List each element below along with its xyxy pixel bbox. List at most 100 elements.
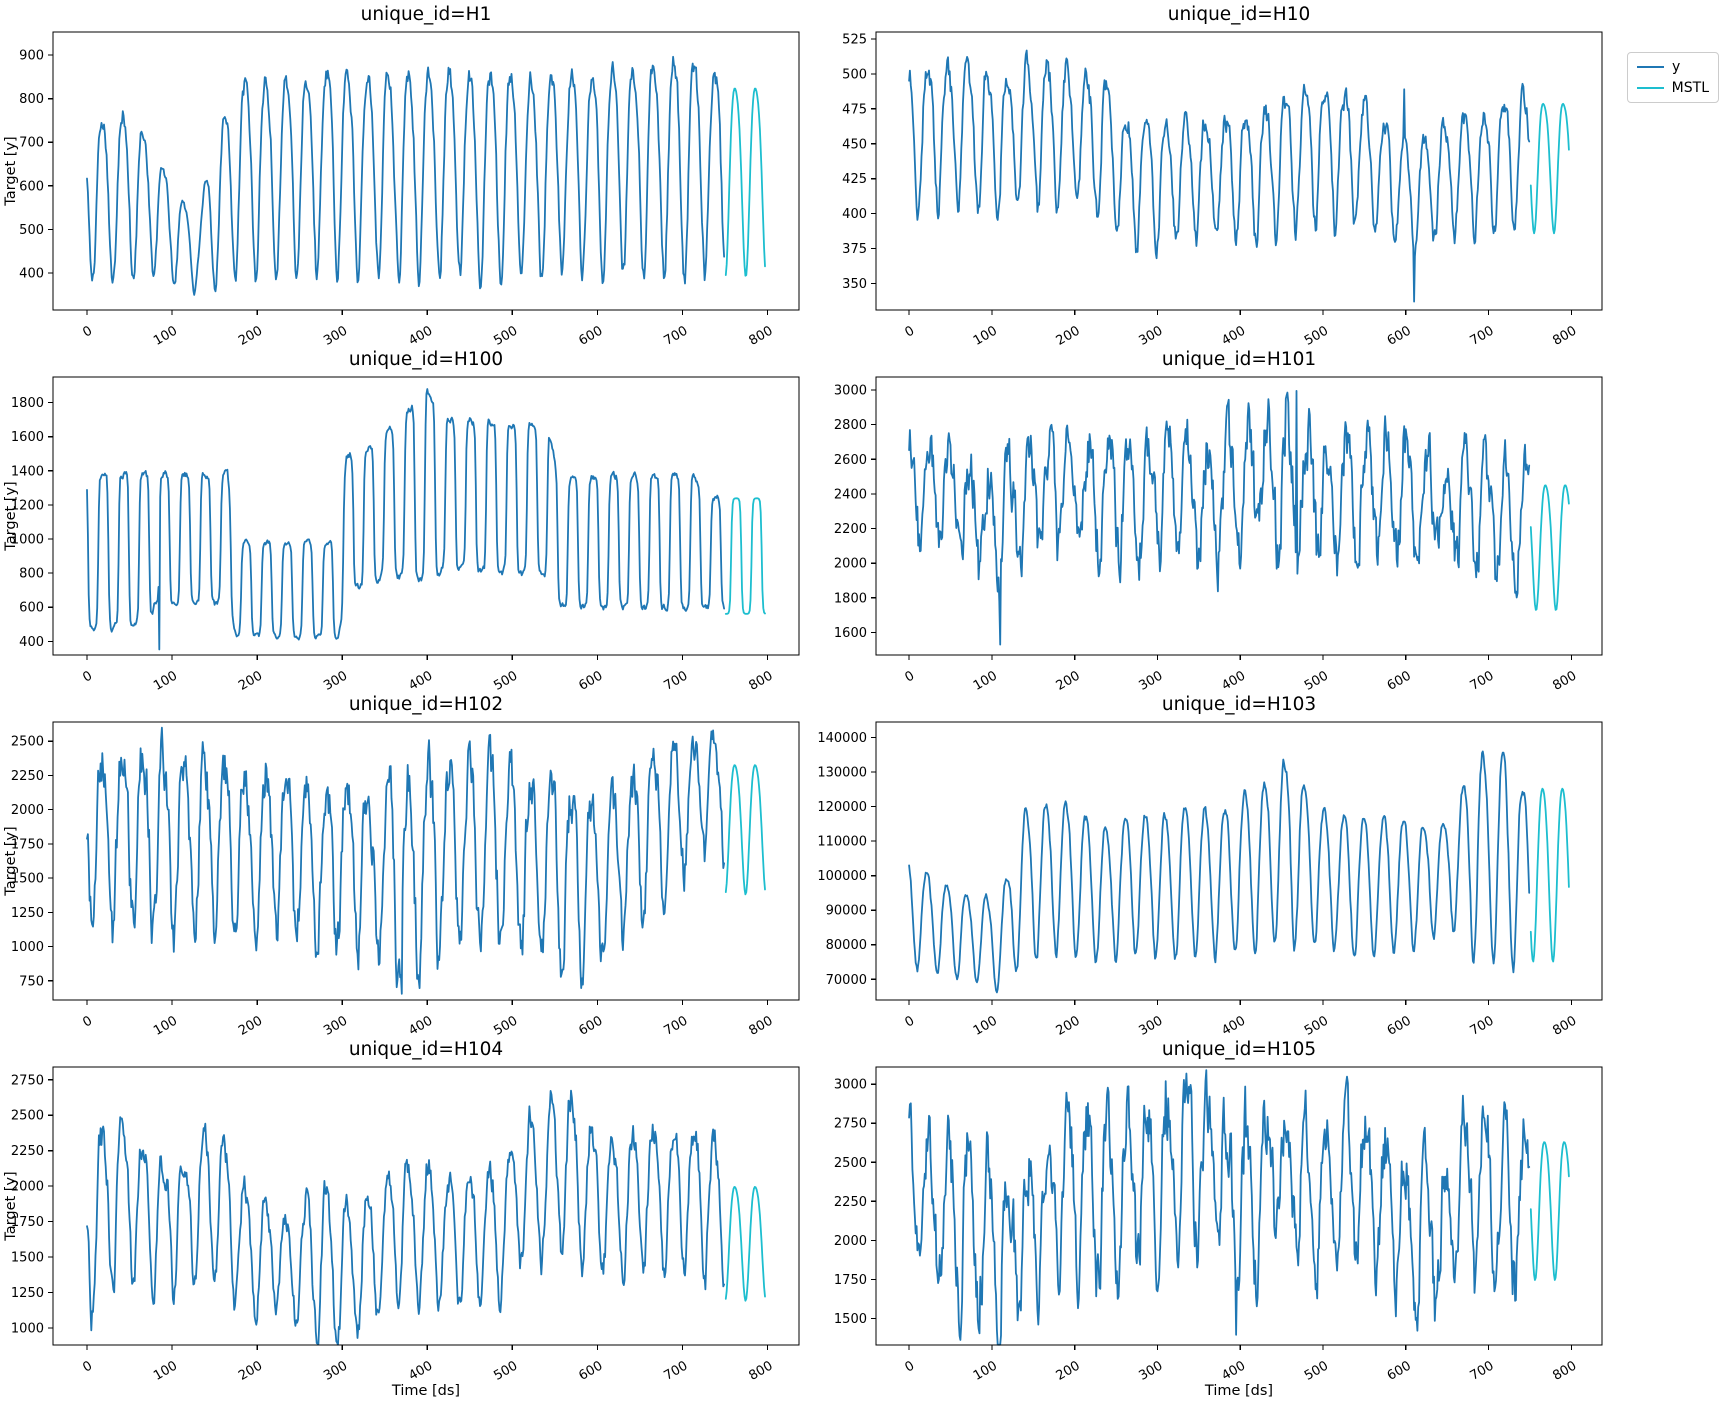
- x-tick-label: 100: [151, 1358, 180, 1383]
- y-axis-label: Target [y]: [3, 481, 19, 551]
- legend-label-mstl: MSTL: [1671, 80, 1709, 96]
- y-tick-label: 1000: [11, 1321, 44, 1336]
- axes-frame: [52, 721, 800, 1001]
- subplot-title-h103: unique_id=H103: [1161, 694, 1317, 715]
- y-tick-label: 2000: [11, 803, 44, 818]
- x-tick-label: 300: [1136, 323, 1165, 348]
- y-tick-label: 2800: [834, 418, 867, 433]
- legend-label-y: y: [1672, 59, 1681, 75]
- x-tick-label: 600: [576, 668, 605, 693]
- subplot-axes: 1000 1250 1500 1750 2000 2250 2500 2750 0 100 200 3…: [3, 1066, 800, 1384]
- x-axis-ticks: 0 100 200 300 400 500 600 700 800: [902, 1000, 1579, 1039]
- x-tick-label: 100: [151, 1013, 180, 1038]
- legend: y MSTL: [1627, 52, 1719, 103]
- y-tick-label: 1500: [834, 1312, 867, 1327]
- x-tick-label: 700: [661, 1358, 690, 1383]
- x-tick-label: 800: [747, 1013, 776, 1038]
- x-tick-label: 700: [1468, 1013, 1497, 1038]
- subplot-axes: 400 500 600 700 800 900 0 100 200 300 400 500 600 700…: [3, 31, 800, 349]
- y-tick-label: 600: [19, 179, 44, 194]
- y-tick-label: 2500: [11, 1109, 44, 1124]
- y-tick-label: 1800: [11, 396, 44, 411]
- x-axis-ticks: 0 100 200 300 400 500 600 700 800: [902, 655, 1579, 694]
- y-tick-label: 750: [19, 974, 44, 989]
- y-tick-label: 140000: [817, 731, 867, 746]
- y-tick-label: 350: [842, 277, 867, 292]
- y-axis-ticks: 400 500 600 700 800 900: [19, 49, 53, 281]
- y-tick-label: 90000: [826, 904, 867, 919]
- x-tick-label: 800: [747, 323, 776, 348]
- series-mstl-line: [1529, 787, 1570, 963]
- x-tick-label: 100: [971, 1013, 1000, 1038]
- x-tick-label: 500: [1302, 1013, 1331, 1038]
- y-tick-label: 2500: [11, 735, 44, 750]
- x-tick-label: 400: [406, 668, 435, 693]
- subplot-title-h100: unique_id=H100: [348, 349, 504, 370]
- x-tick-label: 100: [151, 323, 180, 348]
- x-tick-label: 700: [1468, 1358, 1497, 1383]
- x-tick-label: 200: [236, 1358, 265, 1383]
- subplot-title-h104: unique_id=H104: [348, 1039, 504, 1060]
- x-tick-label: 700: [661, 668, 690, 693]
- x-tick-label: 100: [971, 668, 1000, 693]
- x-tick-label: 400: [1219, 323, 1248, 348]
- x-tick-label: 600: [576, 1358, 605, 1383]
- y-tick-label: 425: [842, 172, 867, 187]
- y-tick-label: 1000: [11, 940, 44, 955]
- y-axis-ticks: 400 600 800 1000 1200 1400 1600 1800: [11, 396, 53, 650]
- series-y-line: [86, 388, 725, 651]
- axes-frame: [52, 376, 800, 656]
- x-tick-label: 800: [747, 1358, 776, 1383]
- x-tick-label: 600: [576, 323, 605, 348]
- y-tick-label: 1750: [11, 1215, 44, 1230]
- x-tick-label: 300: [1136, 1013, 1165, 1038]
- y-tick-label: 700: [19, 136, 44, 151]
- x-tick-label: 400: [406, 1358, 435, 1383]
- y-tick-label: 2600: [834, 453, 867, 468]
- y-axis-ticks: 1500 1750 2000 2250 2500 2750 3000: [834, 1078, 876, 1327]
- x-tick-label: 700: [661, 1013, 690, 1038]
- subplot-axes: 1600 1800 2000 2200 2400 2600 2800 3000 0 100 200 3…: [834, 376, 1603, 694]
- y-tick-label: 1200: [11, 498, 44, 513]
- x-tick-label: 200: [1054, 1358, 1083, 1383]
- series-y-line: [86, 726, 725, 995]
- y-tick-label: 1500: [11, 1251, 44, 1266]
- y-tick-label: 1500: [11, 872, 44, 887]
- subplot-axes: 400 600 800 1000 1200 1400 1600 1800 0 100 200 300 4…: [3, 376, 800, 694]
- x-tick-label: 700: [661, 323, 690, 348]
- axes-frame: [875, 1066, 1603, 1346]
- subplot-axes: 350 375 400 425 450 475 500 525 0 100 200 300 400 500…: [842, 31, 1603, 349]
- y-tick-label: 1600: [834, 626, 867, 641]
- x-tick-label: 800: [1550, 1358, 1579, 1383]
- subplot-title-h102: unique_id=H102: [348, 694, 504, 715]
- y-tick-label: 2250: [11, 769, 44, 784]
- subplot-axes: 70000 80000 90000 100000 110000 120000 130000 1…: [817, 721, 1603, 1039]
- y-tick-label: 2750: [834, 1117, 867, 1132]
- x-tick-label: 500: [491, 323, 520, 348]
- y-tick-label: 2400: [834, 487, 867, 502]
- y-tick-label: 400: [19, 266, 44, 281]
- series-mstl-line: [724, 87, 766, 277]
- x-tick-label: 200: [236, 323, 265, 348]
- y-tick-label: 400: [19, 635, 44, 650]
- x-tick-label: 700: [1468, 323, 1497, 348]
- y-tick-label: 70000: [826, 973, 867, 988]
- x-tick-label: 600: [1385, 323, 1414, 348]
- y-tick-label: 500: [19, 223, 44, 238]
- series-mstl-line: [1529, 484, 1570, 611]
- x-tick-label: 0: [902, 1358, 917, 1375]
- y-axis-ticks: 70000 80000 90000 100000 110000 120000 130000 1…: [817, 731, 876, 988]
- series-mstl-line: [1529, 102, 1570, 235]
- x-tick-label: 100: [971, 323, 1000, 348]
- y-axis-ticks: 1000 1250 1500 1750 2000 2250 2500 2750: [11, 1073, 53, 1336]
- x-tick-label: 800: [747, 668, 776, 693]
- y-tick-label: 2000: [834, 557, 867, 572]
- y-tick-label: 2000: [11, 1180, 44, 1195]
- axes-frame: [875, 721, 1603, 1001]
- y-tick-label: 3000: [834, 383, 867, 398]
- x-tick-label: 700: [1468, 668, 1497, 693]
- y-axis-label: Target [y]: [3, 826, 19, 896]
- y-tick-label: 100000: [817, 869, 867, 884]
- subplot-axes: 1500 1750 2000 2250 2500 2750 3000 0 100 200 300 40…: [834, 1066, 1603, 1384]
